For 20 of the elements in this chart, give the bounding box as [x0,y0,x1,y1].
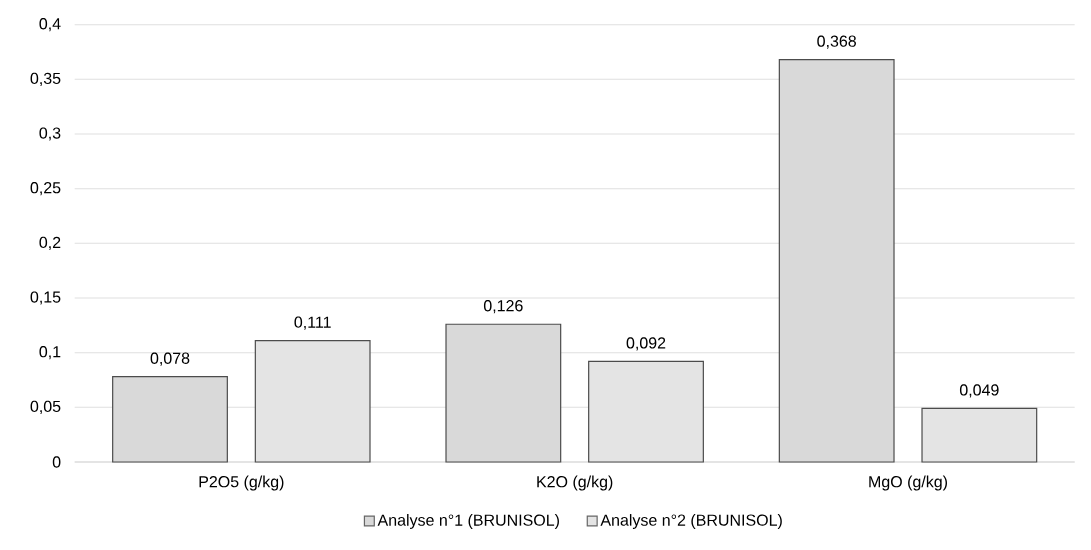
y-tick-label: 0,3 [39,127,61,141]
data-label: 0,049 [959,384,999,398]
y-tick-label: 0,35 [30,72,61,86]
y-tick-label: 0 [52,456,61,468]
data-label: 0,078 [150,352,190,366]
x-tick-label: MgO (g/kg) [869,475,947,491]
y-tick-label: 0,25 [30,182,61,196]
y-tick-label: 0,15 [30,291,61,305]
data-label: 0,126 [483,300,523,314]
y-tick-label: 0,05 [30,400,61,414]
x-tick-label: P2O5 (g/kg) [199,475,284,491]
y-tick-label: 0,2 [39,236,61,250]
data-label: 0,092 [626,337,666,351]
data-label: 0,111 [294,316,331,330]
legend-label: Analyse n°1 (BRUNISOL) [377,514,559,529]
data-label: 0,368 [817,35,856,49]
y-tick-label: 0,1 [39,346,61,360]
legend-label: Analyse n°2 (BRUNISOL) [600,514,782,529]
y-tick-label: 0,4 [39,18,61,32]
x-tick-label: K2O (g/kg) [537,475,613,491]
